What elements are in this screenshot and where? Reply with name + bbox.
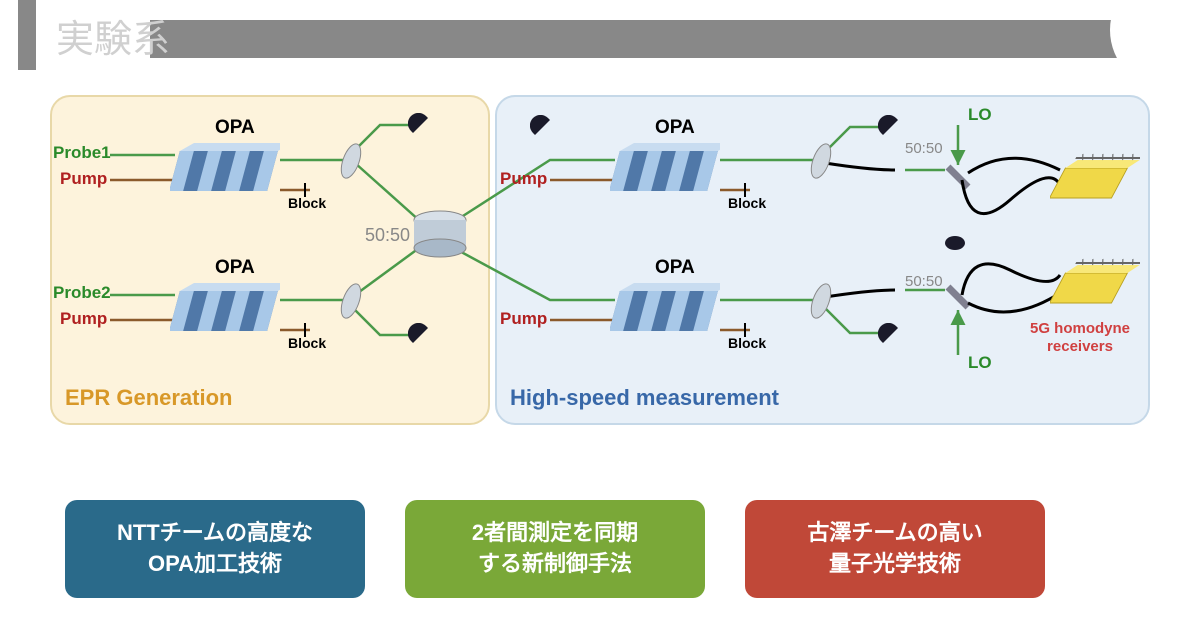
splitter-2 <box>338 280 364 322</box>
opa-box-1 <box>170 143 280 195</box>
bs-label-r1: 50:50 <box>905 140 943 157</box>
diagram-container: EPR Generation High-speed measurement <box>50 95 1150 445</box>
receiver-1 <box>1050 150 1140 210</box>
probe1-label: Probe1 <box>53 143 111 163</box>
splitter-4 <box>808 280 834 322</box>
header-stripe <box>150 20 1200 58</box>
splitter-3 <box>808 140 834 182</box>
splitter-1 <box>338 140 364 182</box>
opa-label-4: OPA <box>655 257 695 279</box>
detector-4 <box>878 323 900 345</box>
pump-label-3: Pump <box>500 169 547 189</box>
pill-row: NTTチームの高度な OPA加工技術 2者間測定を同期 する新制御手法 古澤チー… <box>65 500 1045 598</box>
pill-furusawa: 古澤チームの高い 量子光学技術 <box>745 500 1045 598</box>
receiver-2 <box>1050 255 1140 315</box>
opa-label-3: OPA <box>655 117 695 139</box>
pill-sync: 2者間測定を同期 する新制御手法 <box>405 500 705 598</box>
detector-2 <box>408 323 430 345</box>
slide-title: 実験系 <box>56 8 170 63</box>
bs-label-center: 50:50 <box>365 225 410 246</box>
probe2-label: Probe2 <box>53 283 111 303</box>
lo-label-2: LO <box>968 353 992 373</box>
opa-box-2 <box>170 283 280 335</box>
block-label-4: Block <box>728 335 766 351</box>
pump-label-1: Pump <box>60 169 107 189</box>
header-bar <box>18 0 36 70</box>
pump-label-2: Pump <box>60 309 107 329</box>
detector-1 <box>408 113 430 135</box>
opa-label-2: OPA <box>215 257 255 279</box>
opa-box-4 <box>610 283 720 335</box>
block-label-1: Block <box>288 195 326 211</box>
pump-label-4: Pump <box>500 309 547 329</box>
receivers-label: 5G homodyne receivers <box>1030 320 1130 356</box>
detector-3 <box>878 115 900 137</box>
detector-5 <box>530 115 552 137</box>
block-label-3: Block <box>728 195 766 211</box>
beamsplitter-center <box>410 210 470 260</box>
block-label-2: Block <box>288 335 326 351</box>
corner-decoration <box>1110 0 1200 90</box>
opa-box-3 <box>610 143 720 195</box>
opa-label-1: OPA <box>215 117 255 139</box>
section-label-right: High-speed measurement <box>510 385 779 411</box>
section-label-left: EPR Generation <box>65 385 232 411</box>
slide-header: 実験系 25 <box>0 0 1200 70</box>
lo-label-1: LO <box>968 105 992 125</box>
bs-label-r2: 50:50 <box>905 273 943 290</box>
pill-ntt: NTTチームの高度な OPA加工技術 <box>65 500 365 598</box>
